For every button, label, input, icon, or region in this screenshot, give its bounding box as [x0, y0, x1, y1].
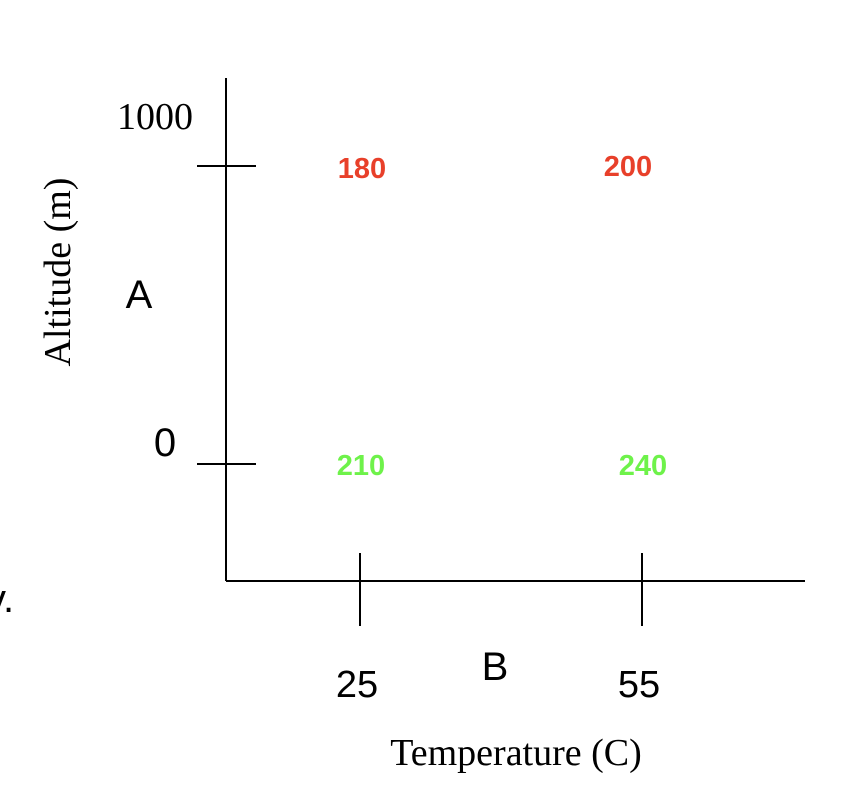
y-axis-label: Altitude (m) — [37, 178, 79, 367]
cell-value-top-left: 180 — [338, 153, 386, 185]
y-tick-label-top: 1000 — [117, 96, 193, 138]
cell-value-top-right: 200 — [604, 151, 652, 183]
x-factor-label: B — [482, 645, 509, 689]
y-factor-label: A — [126, 273, 153, 317]
cell-value-bottom-left: 210 — [337, 450, 385, 482]
x-tick-label-right: 55 — [618, 664, 660, 706]
y-tick-label-bottom: 0 — [154, 421, 176, 465]
cell-value-bottom-right: 240 — [619, 450, 667, 482]
x-axis-label: Temperature (C) — [390, 732, 642, 774]
clipped-text-fragment: v. — [0, 577, 14, 621]
x-tick-label-left: 25 — [336, 664, 378, 706]
